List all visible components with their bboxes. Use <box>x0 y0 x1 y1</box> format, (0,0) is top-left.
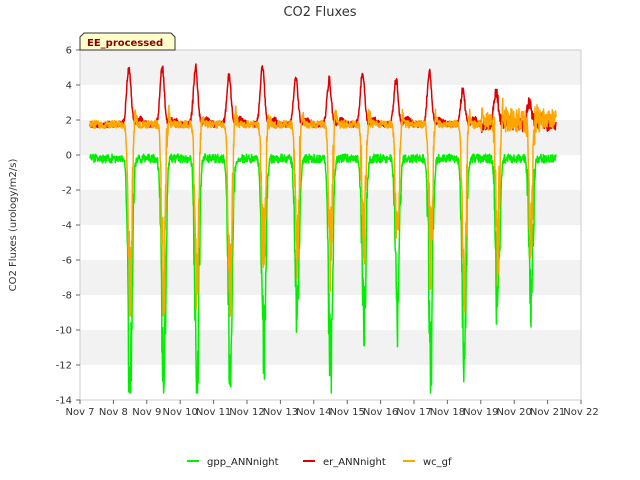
y-tick-label: -12 <box>56 361 72 372</box>
x-tick-label: Nov 21 <box>530 407 565 418</box>
background-band <box>80 155 581 190</box>
legend: gpp_ANNnight er_ANNnight wc_gf <box>187 457 452 468</box>
x-tick-label: Nov 14 <box>296 407 331 418</box>
series-layer <box>89 63 557 394</box>
x-tick-label: Nov 13 <box>263 407 298 418</box>
series-line-gpp_ANNnight <box>89 153 557 394</box>
x-tick-label: Nov 18 <box>430 407 465 418</box>
x-tick-label: Nov 11 <box>196 407 231 418</box>
x-tick-label: Nov 22 <box>563 407 598 418</box>
legend-label: er_ANNnight <box>323 457 386 468</box>
y-tick-label: -10 <box>56 326 72 337</box>
y-tick-label: 0 <box>66 151 72 162</box>
legend-label: gpp_ANNnight <box>207 457 279 468</box>
y-tick-label: -6 <box>62 256 72 267</box>
x-tick-label: Nov 8 <box>99 407 128 418</box>
x-tick-label: Nov 12 <box>229 407 264 418</box>
y-tick-label: -4 <box>62 221 72 232</box>
x-tick-label: Nov 10 <box>162 407 197 418</box>
x-tick-label: Nov 16 <box>363 407 398 418</box>
chart-title: CO2 Fluxes <box>283 5 356 20</box>
y-tick-label: -14 <box>56 396 72 407</box>
y-tick-label: -2 <box>62 186 72 197</box>
x-tick-label: Nov 9 <box>132 407 161 418</box>
series-line-wc_gf <box>89 97 557 317</box>
x-tick-label: Nov 19 <box>463 407 498 418</box>
background-band <box>80 120 581 155</box>
y-axis-ticks: 6 4 2 0 -2 -4 -6 -8 -10 -12 -14 <box>56 46 80 407</box>
x-tick-label: Nov 20 <box>496 407 531 418</box>
legend-label: wc_gf <box>423 457 452 468</box>
y-tick-label: 4 <box>66 81 72 92</box>
badge-box <box>79 32 176 51</box>
processed-badge: EE_processed <box>79 32 176 51</box>
x-tick-label: Nov 7 <box>65 407 94 418</box>
badge-label: EE_processed <box>87 38 163 49</box>
y-tick-label: 6 <box>66 46 72 57</box>
y-axis-label: CO2 Fluxes (urology/m2/s) <box>8 159 19 292</box>
x-tick-label: Nov 17 <box>396 407 431 418</box>
y-tick-label: -8 <box>62 291 72 302</box>
x-tick-label: Nov 15 <box>329 407 364 418</box>
y-tick-label: 2 <box>66 116 72 127</box>
background-band <box>80 50 581 85</box>
